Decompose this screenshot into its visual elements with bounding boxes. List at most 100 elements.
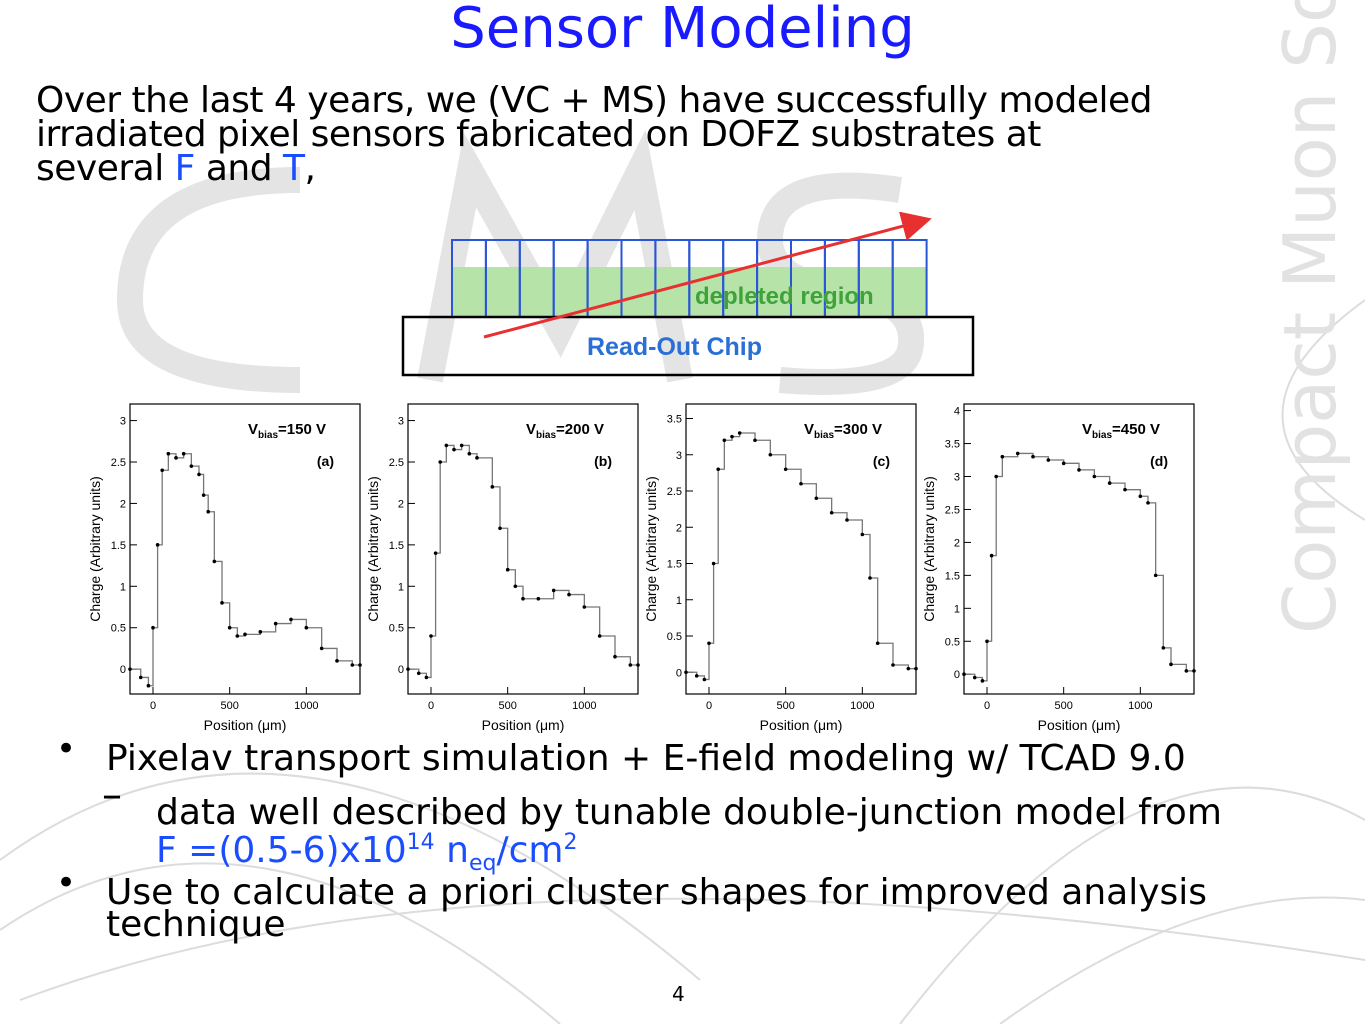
data-point [962, 672, 966, 677]
fluence-range-c: /cm [496, 830, 564, 871]
vbias-label: Vbias=450 V [1082, 421, 1160, 441]
data-point [684, 670, 688, 675]
plot-frame [407, 403, 639, 695]
data-point [1138, 494, 1143, 499]
data-point [845, 518, 849, 522]
data-point [335, 659, 339, 663]
vbias-label: Vbias=300 V [804, 421, 882, 441]
data-point [1000, 454, 1005, 459]
readout-chip-label: Read-Out Chip [587, 333, 762, 361]
panel-tag: (d) [1150, 453, 1168, 469]
intro-paragraph: Over the last 4 years, we (VC + MS) have… [36, 83, 1336, 187]
data-point [475, 456, 479, 460]
fluence-range-a: F =(0.5-6)x10 [156, 830, 407, 871]
data-point [146, 683, 151, 688]
data-point [433, 551, 438, 555]
data-point [424, 675, 429, 680]
y-tick-label: 2.5 [389, 457, 404, 469]
x-axis-label: Position (μm) [760, 717, 843, 733]
x-tick-label: 500 [1054, 700, 1072, 712]
data-point [636, 663, 640, 667]
fluence-symbol: F [174, 148, 196, 189]
data-point [181, 451, 186, 456]
data-point [994, 474, 998, 479]
intro-line-3-c: , [304, 148, 316, 189]
data-point [128, 667, 132, 671]
charge-plot-a: 0 0.5 1 1.5 2 2.5 3 0 500 1000 Position (μm) Charge… [88, 403, 362, 733]
intro-line-3-b: and [194, 148, 284, 189]
y-axis-label: Charge (Arbitrary units) [88, 476, 103, 622]
y-tick-label: 0 [676, 667, 682, 679]
x-tick-label: 0 [150, 700, 156, 712]
y-tick-label: 0.5 [389, 623, 404, 635]
slide-title: Sensor Modeling [450, 0, 915, 61]
data-point [201, 493, 206, 497]
charge-plot-c: 0 0.5 1 1.5 2 2.5 3 3.5 0 500 1000 Position (μm) Cha… [644, 403, 918, 733]
data-point [1153, 573, 1158, 578]
panel-tag: (c) [873, 453, 890, 469]
bullet-3-line-1: Use to calculate a priori cluster shapes… [106, 872, 1208, 913]
data-point [406, 667, 410, 671]
data-point [416, 671, 421, 676]
x-tick-label: 1000 [294, 700, 318, 712]
data-point [459, 443, 464, 448]
x-tick-label: 500 [220, 700, 238, 712]
y-tick-label: 0.5 [111, 623, 126, 635]
data-point [220, 601, 224, 605]
y-tick-label: 2 [676, 522, 682, 534]
data-point [768, 452, 773, 457]
watermark-text: Compact Muon Solenoid [1268, 0, 1352, 634]
data-point [289, 617, 293, 622]
data-point [891, 663, 895, 667]
y-tick-label: 1 [120, 581, 126, 593]
data-point [582, 605, 587, 609]
fluence-exponent-2: 2 [563, 830, 578, 855]
x-axis-label: Position (μm) [204, 717, 287, 733]
y-tick-label: 1.5 [389, 540, 404, 552]
x-axis-label: Position (μm) [1038, 717, 1121, 733]
data-point [783, 467, 788, 472]
data-point [753, 438, 757, 443]
charge-plot-d: 0 0.5 1 1.5 2 2.5 3 3.5 4 0 500 1000 Position (μm) Ch… [922, 403, 1196, 733]
y-tick-label: 1 [398, 581, 404, 593]
data-point [875, 641, 880, 646]
data-point [490, 485, 495, 489]
data-point [206, 509, 210, 514]
data-point [467, 451, 472, 456]
y-tick-label: 2.5 [667, 486, 682, 498]
data-point [989, 553, 994, 558]
data-point [452, 447, 456, 452]
x-tick-label: 0 [706, 700, 712, 712]
data-point [613, 654, 617, 659]
data-point [155, 543, 160, 547]
y-tick-label: 2.5 [111, 457, 126, 469]
charge-plot-b: 0 0.5 1 1.5 2 2.5 3 0 500 1000 Position (μm) Charge… [366, 403, 640, 733]
y-axis-label: Charge (Arbitrary units) [366, 476, 381, 622]
intro-line-2: irradiated pixel sensors fabricated on D… [36, 114, 1041, 155]
data-point [358, 663, 362, 667]
fluence-exponent: 14 [406, 830, 435, 855]
vbias-label: Vbias=200 V [526, 421, 604, 441]
data-point [1046, 458, 1051, 462]
y-tick-label: 2 [954, 537, 960, 549]
bullet-3-line-2: technique [106, 904, 286, 945]
data-point [868, 576, 872, 580]
x-tick-label: 1000 [1128, 700, 1152, 712]
data-point [722, 438, 727, 443]
data-point [235, 634, 240, 638]
intro-line-3: several F and T, [36, 151, 1336, 187]
fluence-subscript: eq [468, 851, 497, 877]
data-point [711, 561, 716, 566]
bullet-dash: – [102, 772, 122, 818]
data-point [814, 496, 819, 501]
x-axis-label: Position (μm) [482, 717, 565, 733]
x-tick-label: 500 [776, 700, 794, 712]
data-point [730, 434, 734, 439]
data-point [551, 588, 556, 593]
data-point [138, 675, 143, 680]
data-point [628, 663, 633, 667]
y-tick-label: 2 [398, 498, 404, 510]
data-point [1123, 487, 1127, 492]
y-tick-label: 1.5 [111, 540, 126, 552]
bullet-dot: • [56, 863, 77, 903]
